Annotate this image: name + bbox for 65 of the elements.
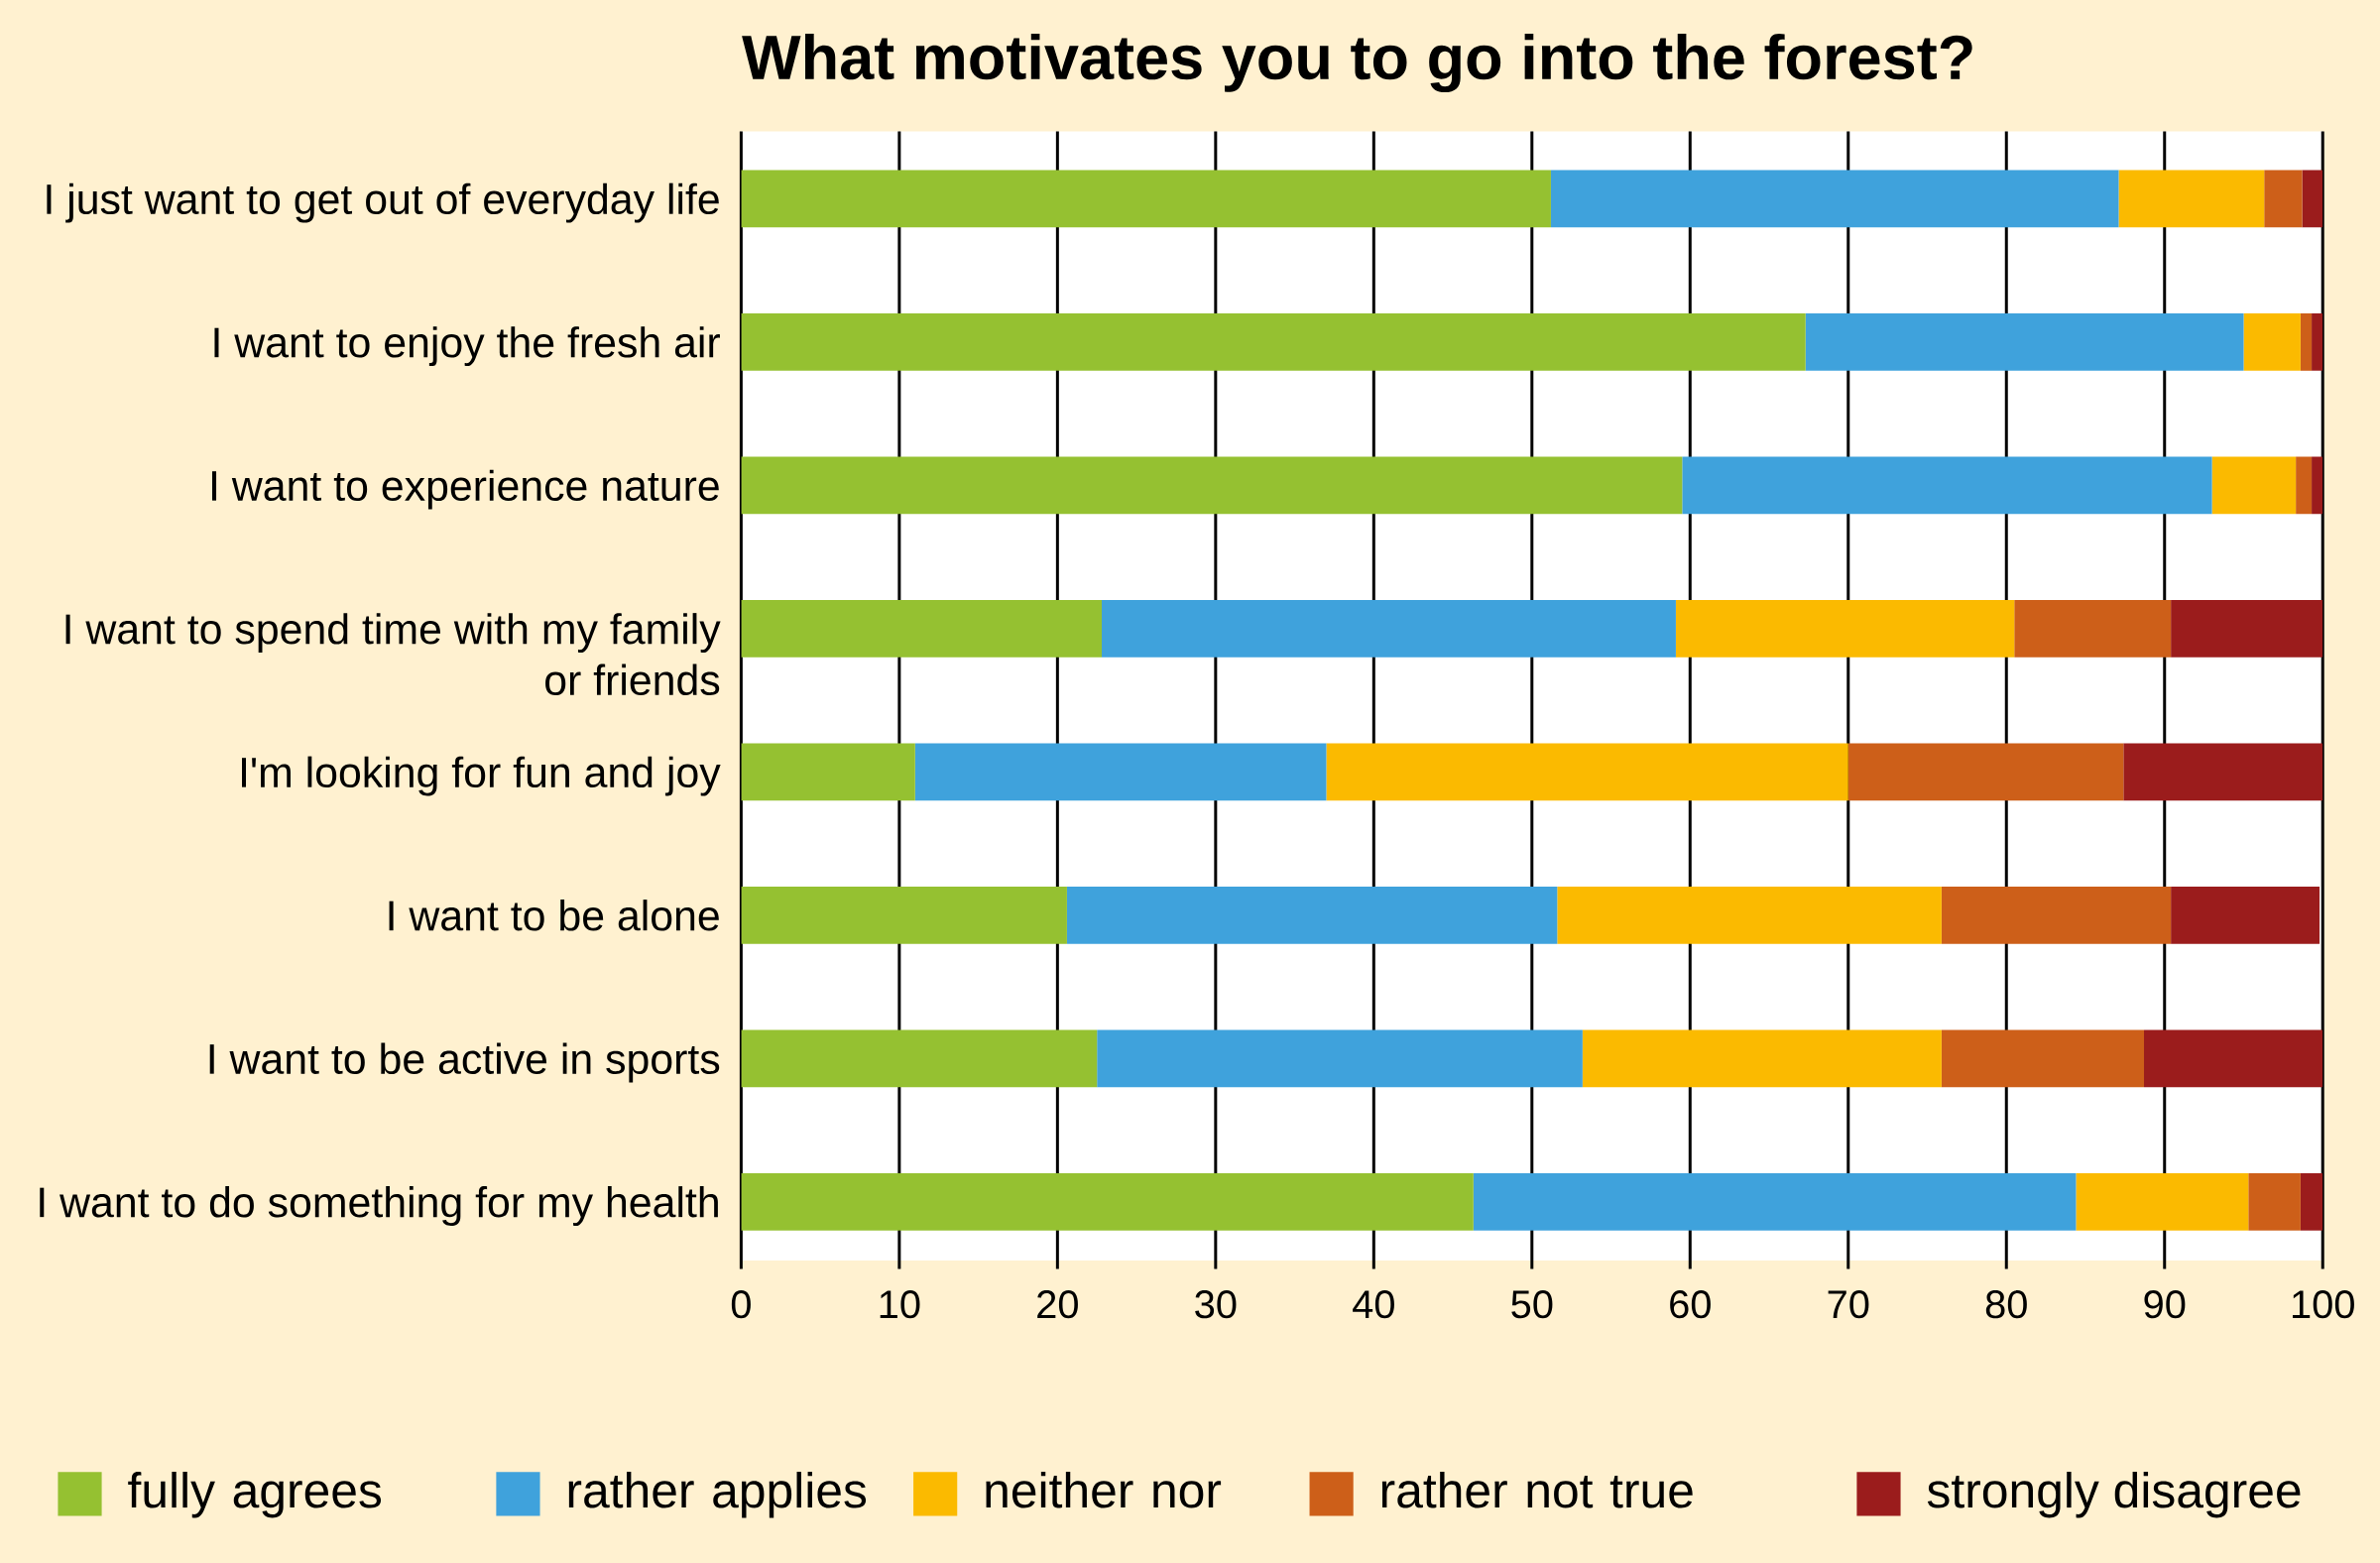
bar [1066, 887, 1558, 944]
bar [1682, 456, 2212, 515]
bar [741, 1173, 1474, 1231]
x-tick-label: 0 [731, 1290, 751, 1319]
x-tick-label: 80 [1985, 1290, 2027, 1319]
bar [2123, 743, 2323, 801]
bar [1805, 313, 2244, 371]
y-tick-label: I want to experience nature [212, 469, 719, 510]
bar [2302, 170, 2323, 228]
legend-label: strongly disagree [1927, 1472, 2301, 1518]
bar [2248, 1173, 2301, 1231]
bar [1550, 170, 2119, 228]
bar [741, 313, 1806, 371]
bar [2171, 887, 2320, 944]
x-tick-label: 100 [2293, 1290, 2354, 1319]
bar [914, 743, 1327, 801]
y-tick-label: I want to be alone [389, 900, 719, 931]
bar [1326, 743, 1848, 801]
bar [741, 600, 1103, 658]
bar [2296, 456, 2313, 515]
bar [1097, 1029, 1583, 1088]
bar [741, 456, 1683, 515]
bar [1557, 887, 1942, 944]
bar [1675, 600, 2015, 658]
bar [1941, 1029, 2145, 1088]
bar [2118, 170, 2265, 228]
bar [2144, 1029, 2323, 1088]
x-tick-label: 50 [1511, 1290, 1553, 1319]
bar [2171, 600, 2323, 658]
bar [2243, 313, 2301, 371]
bar [2300, 1173, 2323, 1231]
bar [1847, 743, 2124, 801]
x-tick-label: 10 [880, 1290, 920, 1319]
bar [741, 743, 915, 801]
bar [1941, 887, 2172, 944]
y-tick-label: I want to spend time with my family or friends [65, 613, 721, 696]
legend-label: rather not true [1381, 1472, 1693, 1508]
x-tick-label: 60 [1670, 1290, 1711, 1319]
y-tick-label: I want to do something for my health [40, 1186, 718, 1227]
x-tick-label: 90 [2144, 1290, 2186, 1319]
legend-label: fully agrees [128, 1472, 382, 1518]
bar [2076, 1173, 2249, 1231]
chart-title: What motivates you to go into the forest? [742, 33, 1972, 93]
bar [2014, 600, 2172, 658]
legend-label: rather applies [568, 1472, 867, 1518]
bar [2312, 313, 2323, 371]
y-tick-label: I'm looking for fun and joy [241, 756, 721, 796]
bar [2211, 456, 2297, 515]
bar [741, 1029, 1098, 1088]
bar [1473, 1173, 2077, 1231]
y-tick-label: I want to enjoy the fresh air [214, 326, 720, 367]
bar [741, 887, 1067, 944]
bar [1582, 1029, 1942, 1088]
x-tick-label: 40 [1353, 1290, 1394, 1319]
bar [2312, 456, 2323, 515]
y-tick-label: I want to be active in sports [209, 1042, 720, 1083]
x-tick-label: 70 [1828, 1290, 1869, 1319]
bar [2264, 170, 2303, 228]
bar [2300, 313, 2313, 371]
x-tick-label: 20 [1037, 1290, 1078, 1319]
legend-label: neither nor [986, 1472, 1222, 1508]
y-tick-label: I just want to get out of everyday life [47, 182, 719, 223]
x-tick-label: 30 [1195, 1290, 1237, 1319]
bar [741, 170, 1551, 228]
bar [1102, 600, 1676, 658]
